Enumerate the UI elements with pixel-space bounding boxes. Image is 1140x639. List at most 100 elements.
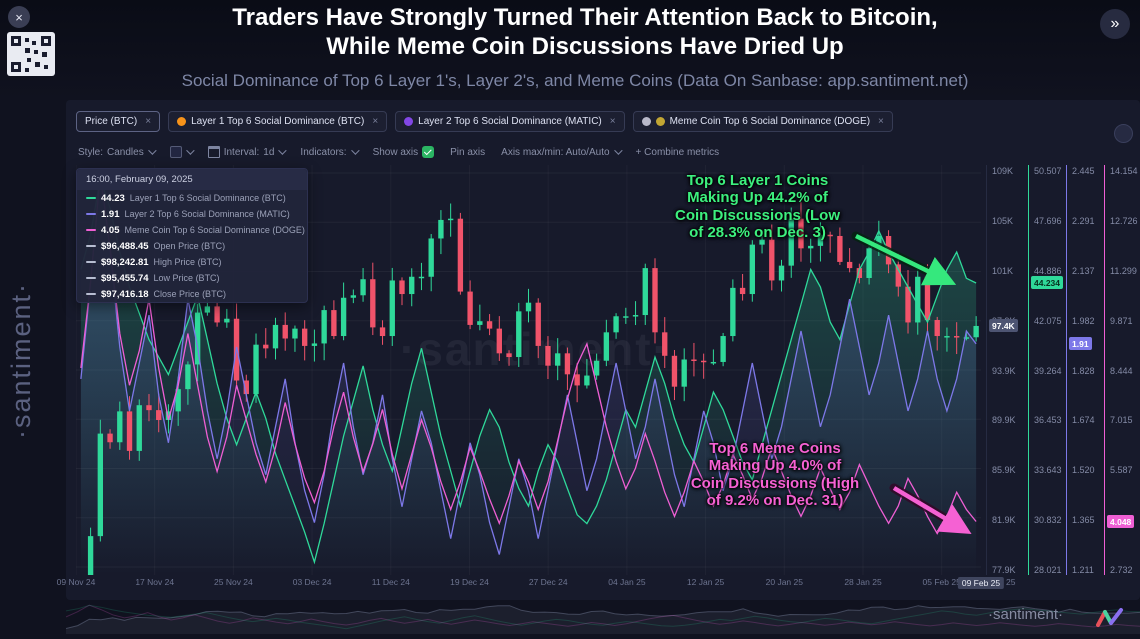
axis-tick: 85.9K [992, 465, 1016, 476]
y-axis-layer1[interactable]: 50.507 47.696 44.886 42.075 39.264 36.453 33.6… [1028, 165, 1068, 575]
axis-tick: 44.886 [1034, 265, 1062, 276]
indicators-label: Indicators: [300, 146, 347, 158]
tab-close-icon[interactable]: × [145, 116, 152, 127]
tooltip-legend: 16:00, February 09, 2025 44.23 Layer 1 To… [76, 168, 308, 303]
combine-metrics-button[interactable]: + Combine metrics [636, 147, 720, 158]
axis-tick: 11.299 [1110, 265, 1137, 276]
axis-tick: 101K [992, 265, 1014, 276]
axis-tick: 1.520 [1072, 465, 1095, 476]
metric-tabs: Price (BTC) × Layer 1 Top 6 Social Dominan… [76, 111, 893, 132]
asset-badge-icon [641, 117, 651, 126]
santiment-watermark-center: ·santiment· [400, 323, 670, 375]
x-axis: 09 Nov 24 17 Nov 24 25 Nov 24 03 Dec 24 11 D… [57, 577, 1015, 590]
green-arrow-icon [851, 231, 957, 286]
current-date-badge: 09 Feb 25 [957, 577, 1005, 589]
axis-tick: 2.137 [1072, 265, 1095, 276]
navigator-area [66, 605, 1140, 634]
tab-close-icon[interactable]: × [372, 116, 379, 127]
axis-tick: 8.444 [1110, 365, 1133, 376]
candle-color-dropdown[interactable] [169, 146, 195, 158]
pin-axis-label: Pin axis [450, 146, 486, 158]
x-axis-tick: 27 Dec 24 [528, 577, 568, 587]
interval-dropdown[interactable]: Interval: 1d [207, 146, 288, 158]
x-axis-tick: 25 Nov 24 [214, 577, 253, 587]
legend-dash-icon [86, 261, 96, 263]
tab-label: Meme Coin Top 6 Social Dominance (DOGE) [669, 116, 871, 127]
x-axis-tick: 03 Dec 24 [292, 577, 332, 587]
axis-tick: 7.015 [1110, 415, 1133, 426]
axis-tick: 47.696 [1034, 215, 1062, 226]
axis-tick: 105K [992, 215, 1014, 226]
tab-close-icon[interactable]: × [609, 116, 616, 127]
legend-dash-icon [86, 229, 96, 231]
tab-price-btc[interactable]: Price (BTC) × [76, 111, 161, 132]
tab-close-icon[interactable]: × [878, 116, 884, 127]
legend-value: $97,416.18 [101, 288, 149, 300]
axis-tick: 12.726 [1110, 215, 1138, 226]
indicators-dropdown[interactable]: Indicators: [300, 146, 360, 158]
line-series [80, 178, 977, 565]
legend-value: $96,488.45 [101, 240, 149, 252]
santiment-watermark-left: ·santiment· [6, 281, 36, 439]
x-axis-tick: 05 Feb 25 [922, 577, 961, 587]
axis-maxmin-label: Axis max/min: Auto/Auto [501, 146, 610, 158]
next-slide-button[interactable]: » [1100, 9, 1130, 39]
y-axis-layer2[interactable]: 2.445 2.291 2.137 1.982 1.828 1.674 1.520 1.365… [1066, 165, 1106, 575]
axis-tick: 77.9K [992, 565, 1016, 575]
x-axis-tick: 17 Nov 24 [135, 577, 175, 587]
asset-badge-icon [177, 117, 187, 126]
show-axis-checkbox[interactable] [422, 146, 435, 158]
chevron-down-icon [185, 146, 195, 155]
legend-dash-icon [86, 213, 96, 215]
legend-value: $95,455.74 [101, 272, 149, 284]
legend-dash-icon [86, 277, 96, 279]
axis-tick: 30.832 [1034, 515, 1062, 526]
line-series [80, 174, 977, 535]
tab-layer-1-top-6-social-dominance-btc[interactable]: Layer 1 Top 6 Social Dominance (BTC) × [168, 111, 388, 132]
legend-label: Layer 1 Top 6 Social Dominance (BTC) [129, 193, 286, 203]
axis-tick: 89.9K [992, 415, 1016, 426]
axis-tick: 1.365 [1072, 515, 1095, 526]
legend-label: Close Price (BTC) [153, 289, 227, 299]
y-axis-price[interactable]: 109K105K101K97.9K93.9K89.9K85.9K81.9K77.… [986, 165, 1026, 575]
qr-code [7, 32, 55, 76]
axis-tick: 2.445 [1072, 166, 1095, 176]
chart-settings-icon[interactable] [1114, 124, 1133, 143]
axis-tick: 2.732 [1110, 565, 1133, 575]
area-fill [80, 171, 977, 575]
chevron-down-icon [350, 146, 360, 155]
chevrons-right-icon: » [1110, 15, 1120, 32]
tab-meme-coin-top-6-social-dominance-doge[interactable]: Meme Coin Top 6 Social Dominance (DOGE) × [632, 111, 893, 132]
pink-arrow-icon [889, 483, 972, 535]
tab-label: Layer 2 Top 6 Social Dominance (MATIC) [418, 116, 602, 127]
style-value: Candles [107, 146, 144, 158]
legend-value: 4.05 [101, 224, 120, 236]
y-axis-meme[interactable]: 14.154 12.726 11.299 9.871 8.444 7.015 5.587 4.… [1104, 165, 1140, 575]
close-button[interactable]: × [8, 6, 30, 28]
timeline-navigator[interactable] [66, 601, 1140, 634]
navigator-line [66, 604, 1140, 628]
asset-badge-icon [404, 117, 414, 126]
tab-layer-2-top-6-social-dominance-matic[interactable]: Layer 2 Top 6 Social Dominance (MATIC) × [395, 111, 625, 132]
legend-value: 1.91 [101, 208, 120, 220]
axis-tick: 14.154 [1110, 166, 1138, 176]
pin-axis-toggle[interactable]: Pin axis [450, 147, 485, 158]
page-title: Traders Have Strongly Turned Their Atten… [232, 4, 938, 61]
show-axis-label: Show axis [372, 146, 419, 158]
combine-metrics-label: + Combine metrics [635, 146, 720, 158]
legend-row: $98,242.81 High Price (BTC) [77, 254, 307, 270]
legend-row: $95,455.74 Low Price (BTC) [77, 270, 307, 286]
axis-tick: 28.021 [1034, 565, 1062, 575]
x-axis-tick: 12 Jan 25 [686, 577, 725, 587]
axis-maxmin-dropdown[interactable]: Axis max/min: Auto/Auto [501, 146, 623, 158]
axis-tick: 93.9K [992, 365, 1016, 376]
asset-badge-icon [655, 117, 665, 126]
show-axis-toggle[interactable]: Show axis [373, 146, 435, 158]
axis-tick: 42.075 [1034, 315, 1062, 326]
chart-plot[interactable] [76, 165, 981, 575]
x-axis-tick: 04 Jan 25 [608, 577, 646, 587]
legend-row: $96,488.45 Open Price (BTC) [77, 238, 307, 254]
legend-label: Open Price (BTC) [153, 241, 226, 251]
style-dropdown[interactable]: Style: Candles [78, 146, 157, 158]
